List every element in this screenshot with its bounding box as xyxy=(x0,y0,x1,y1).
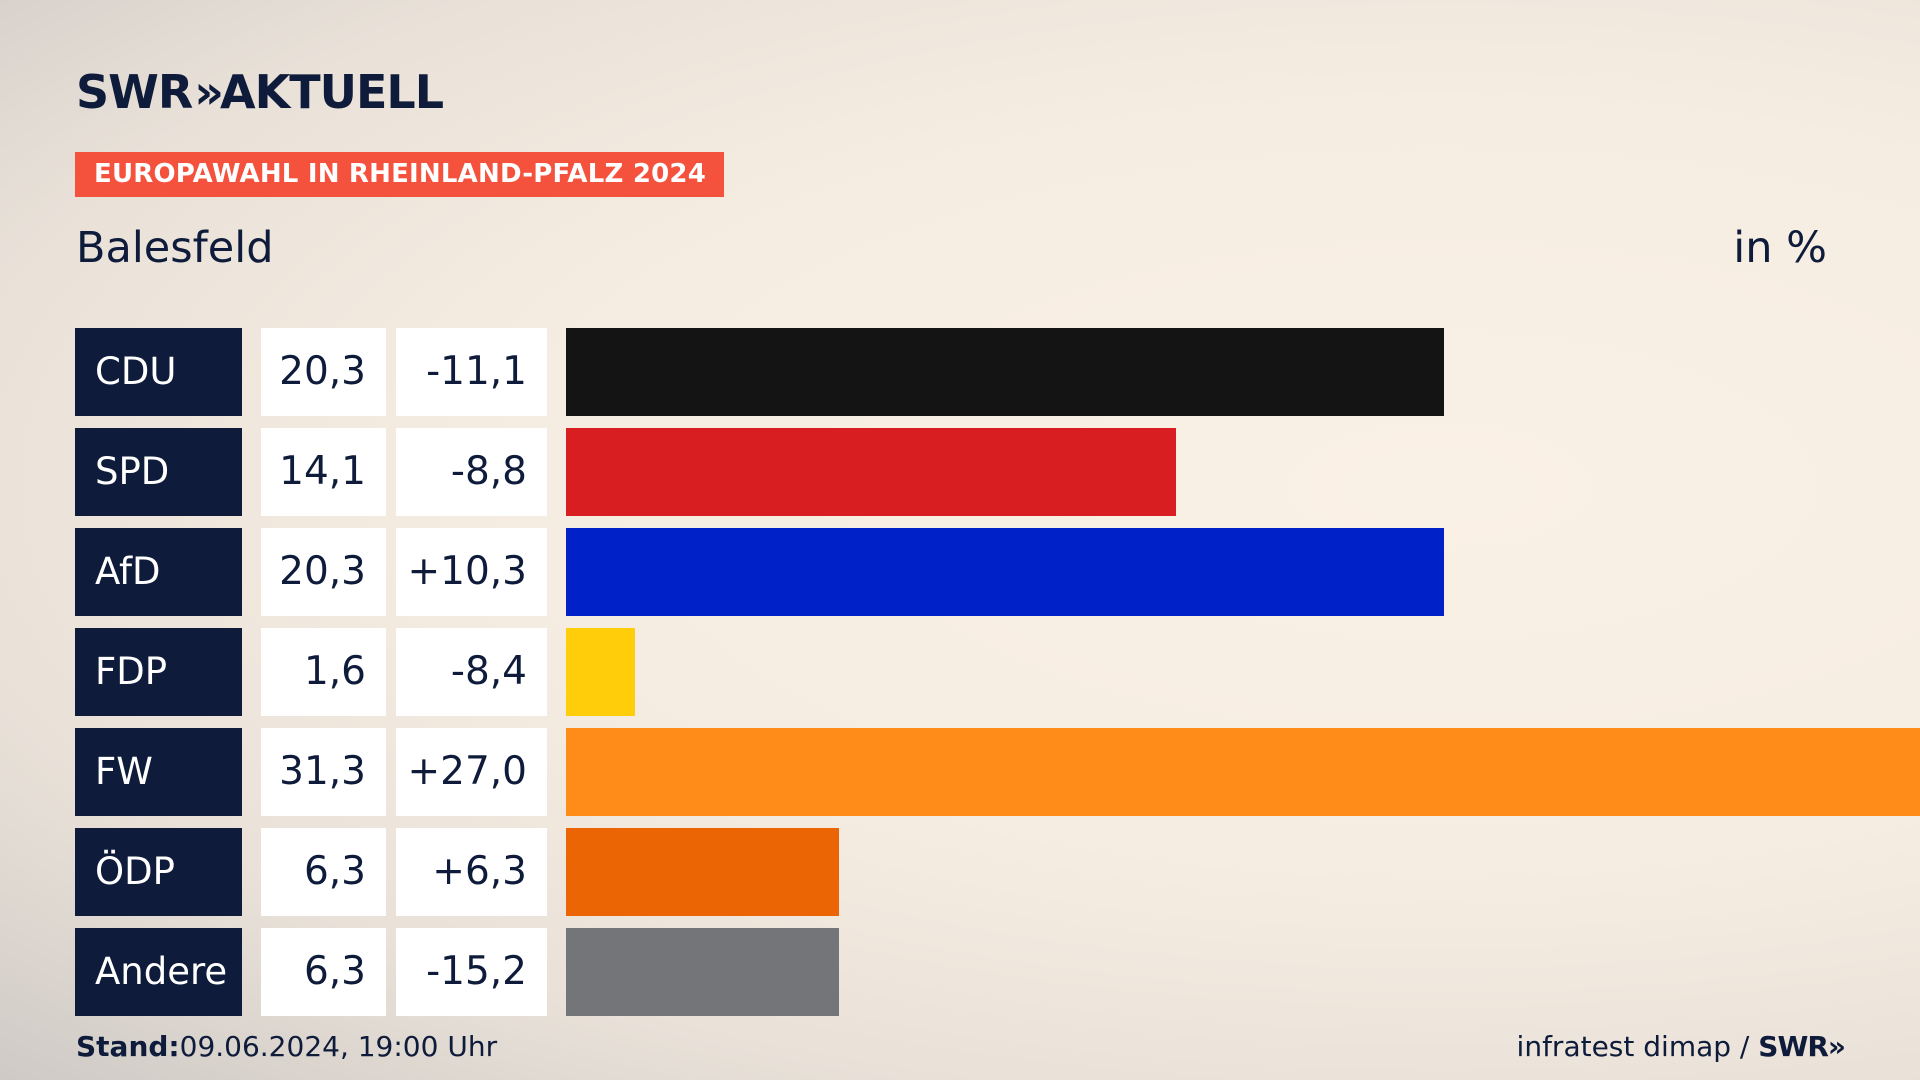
vote-change-value: -11,1 xyxy=(396,328,547,416)
party-label: ÖDP xyxy=(75,828,242,916)
vote-share-value: 14,1 xyxy=(261,428,386,516)
swr-aktuell-logo: SWR» AKTUELL xyxy=(76,64,444,120)
vote-change-value: -8,4 xyxy=(396,628,547,716)
party-label: FDP xyxy=(75,628,242,716)
double-chevron-icon: » xyxy=(1827,1030,1846,1063)
bar-afd xyxy=(566,528,1444,616)
unit-label: in % xyxy=(1733,223,1827,273)
bar-cdu xyxy=(566,328,1444,416)
vote-share-value: 20,3 xyxy=(261,528,386,616)
vote-change-value: -15,2 xyxy=(396,928,547,1016)
party-label: Andere xyxy=(75,928,242,1016)
source-credit: infratest dimap / SWR» xyxy=(1516,1029,1846,1065)
stand-value: 09.06.2024, 19:00 Uhr xyxy=(179,1030,498,1063)
double-chevron-icon: » xyxy=(194,65,224,119)
logo-swr-text: SWR xyxy=(76,65,193,119)
party-label: AfD xyxy=(75,528,242,616)
footer-logo-text: SWR xyxy=(1758,1030,1829,1063)
source-text: infratest dimap / xyxy=(1516,1030,1750,1063)
vote-change-value: +6,3 xyxy=(396,828,547,916)
vote-share-value: 20,3 xyxy=(261,328,386,416)
election-banner: EUROPAWAHL IN RHEINLAND-PFALZ 2024 xyxy=(75,152,724,197)
party-label: FW xyxy=(75,728,242,816)
bar-andere xyxy=(566,928,839,1016)
bar-fdp xyxy=(566,628,635,716)
vote-share-value: 1,6 xyxy=(261,628,386,716)
vote-share-value: 31,3 xyxy=(261,728,386,816)
stand-label: Stand: xyxy=(76,1030,180,1063)
vote-change-value: +10,3 xyxy=(396,528,547,616)
timestamp: Stand:09.06.2024, 19:00 Uhr xyxy=(76,1029,497,1065)
party-label: SPD xyxy=(75,428,242,516)
vote-share-value: 6,3 xyxy=(261,928,386,1016)
bar-spd xyxy=(566,428,1176,516)
region-title: Balesfeld xyxy=(76,223,274,273)
bar-fw xyxy=(566,728,1920,816)
swr-footer-logo: SWR» xyxy=(1758,1030,1846,1063)
vote-change-value: +27,0 xyxy=(396,728,547,816)
vote-change-value: -8,8 xyxy=(396,428,547,516)
vote-share-value: 6,3 xyxy=(261,828,386,916)
bar-dp xyxy=(566,828,839,916)
party-label: CDU xyxy=(75,328,242,416)
logo-aktuell-text: AKTUELL xyxy=(220,65,444,119)
